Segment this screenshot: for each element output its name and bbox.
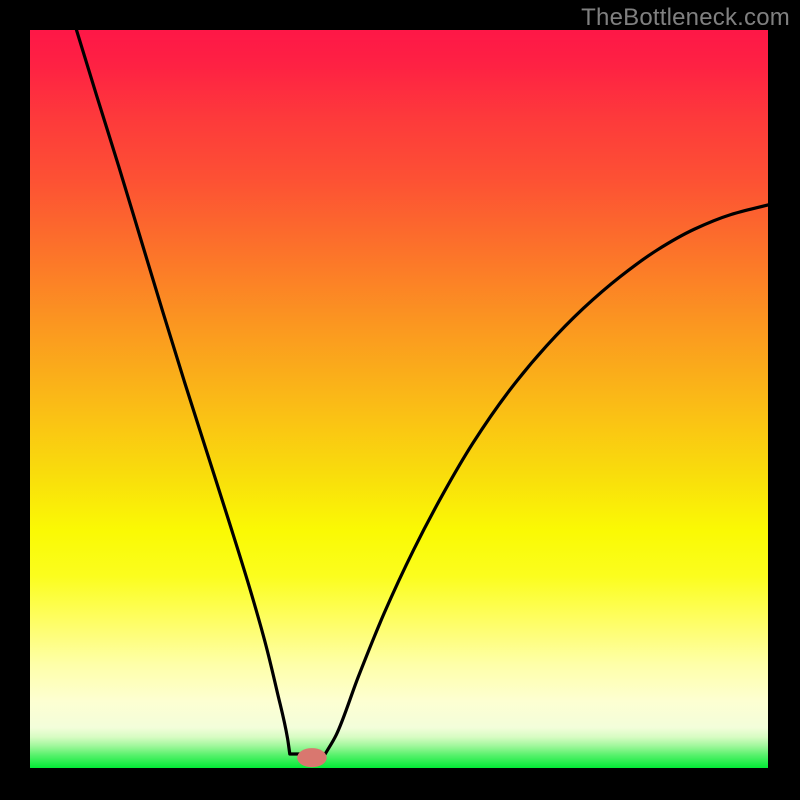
- bottleneck-chart: [0, 0, 800, 800]
- optimum-marker: [297, 748, 327, 767]
- watermark-label: TheBottleneck.com: [581, 4, 790, 32]
- gradient-background: [30, 30, 768, 768]
- chart-stage: TheBottleneck.com: [0, 0, 800, 800]
